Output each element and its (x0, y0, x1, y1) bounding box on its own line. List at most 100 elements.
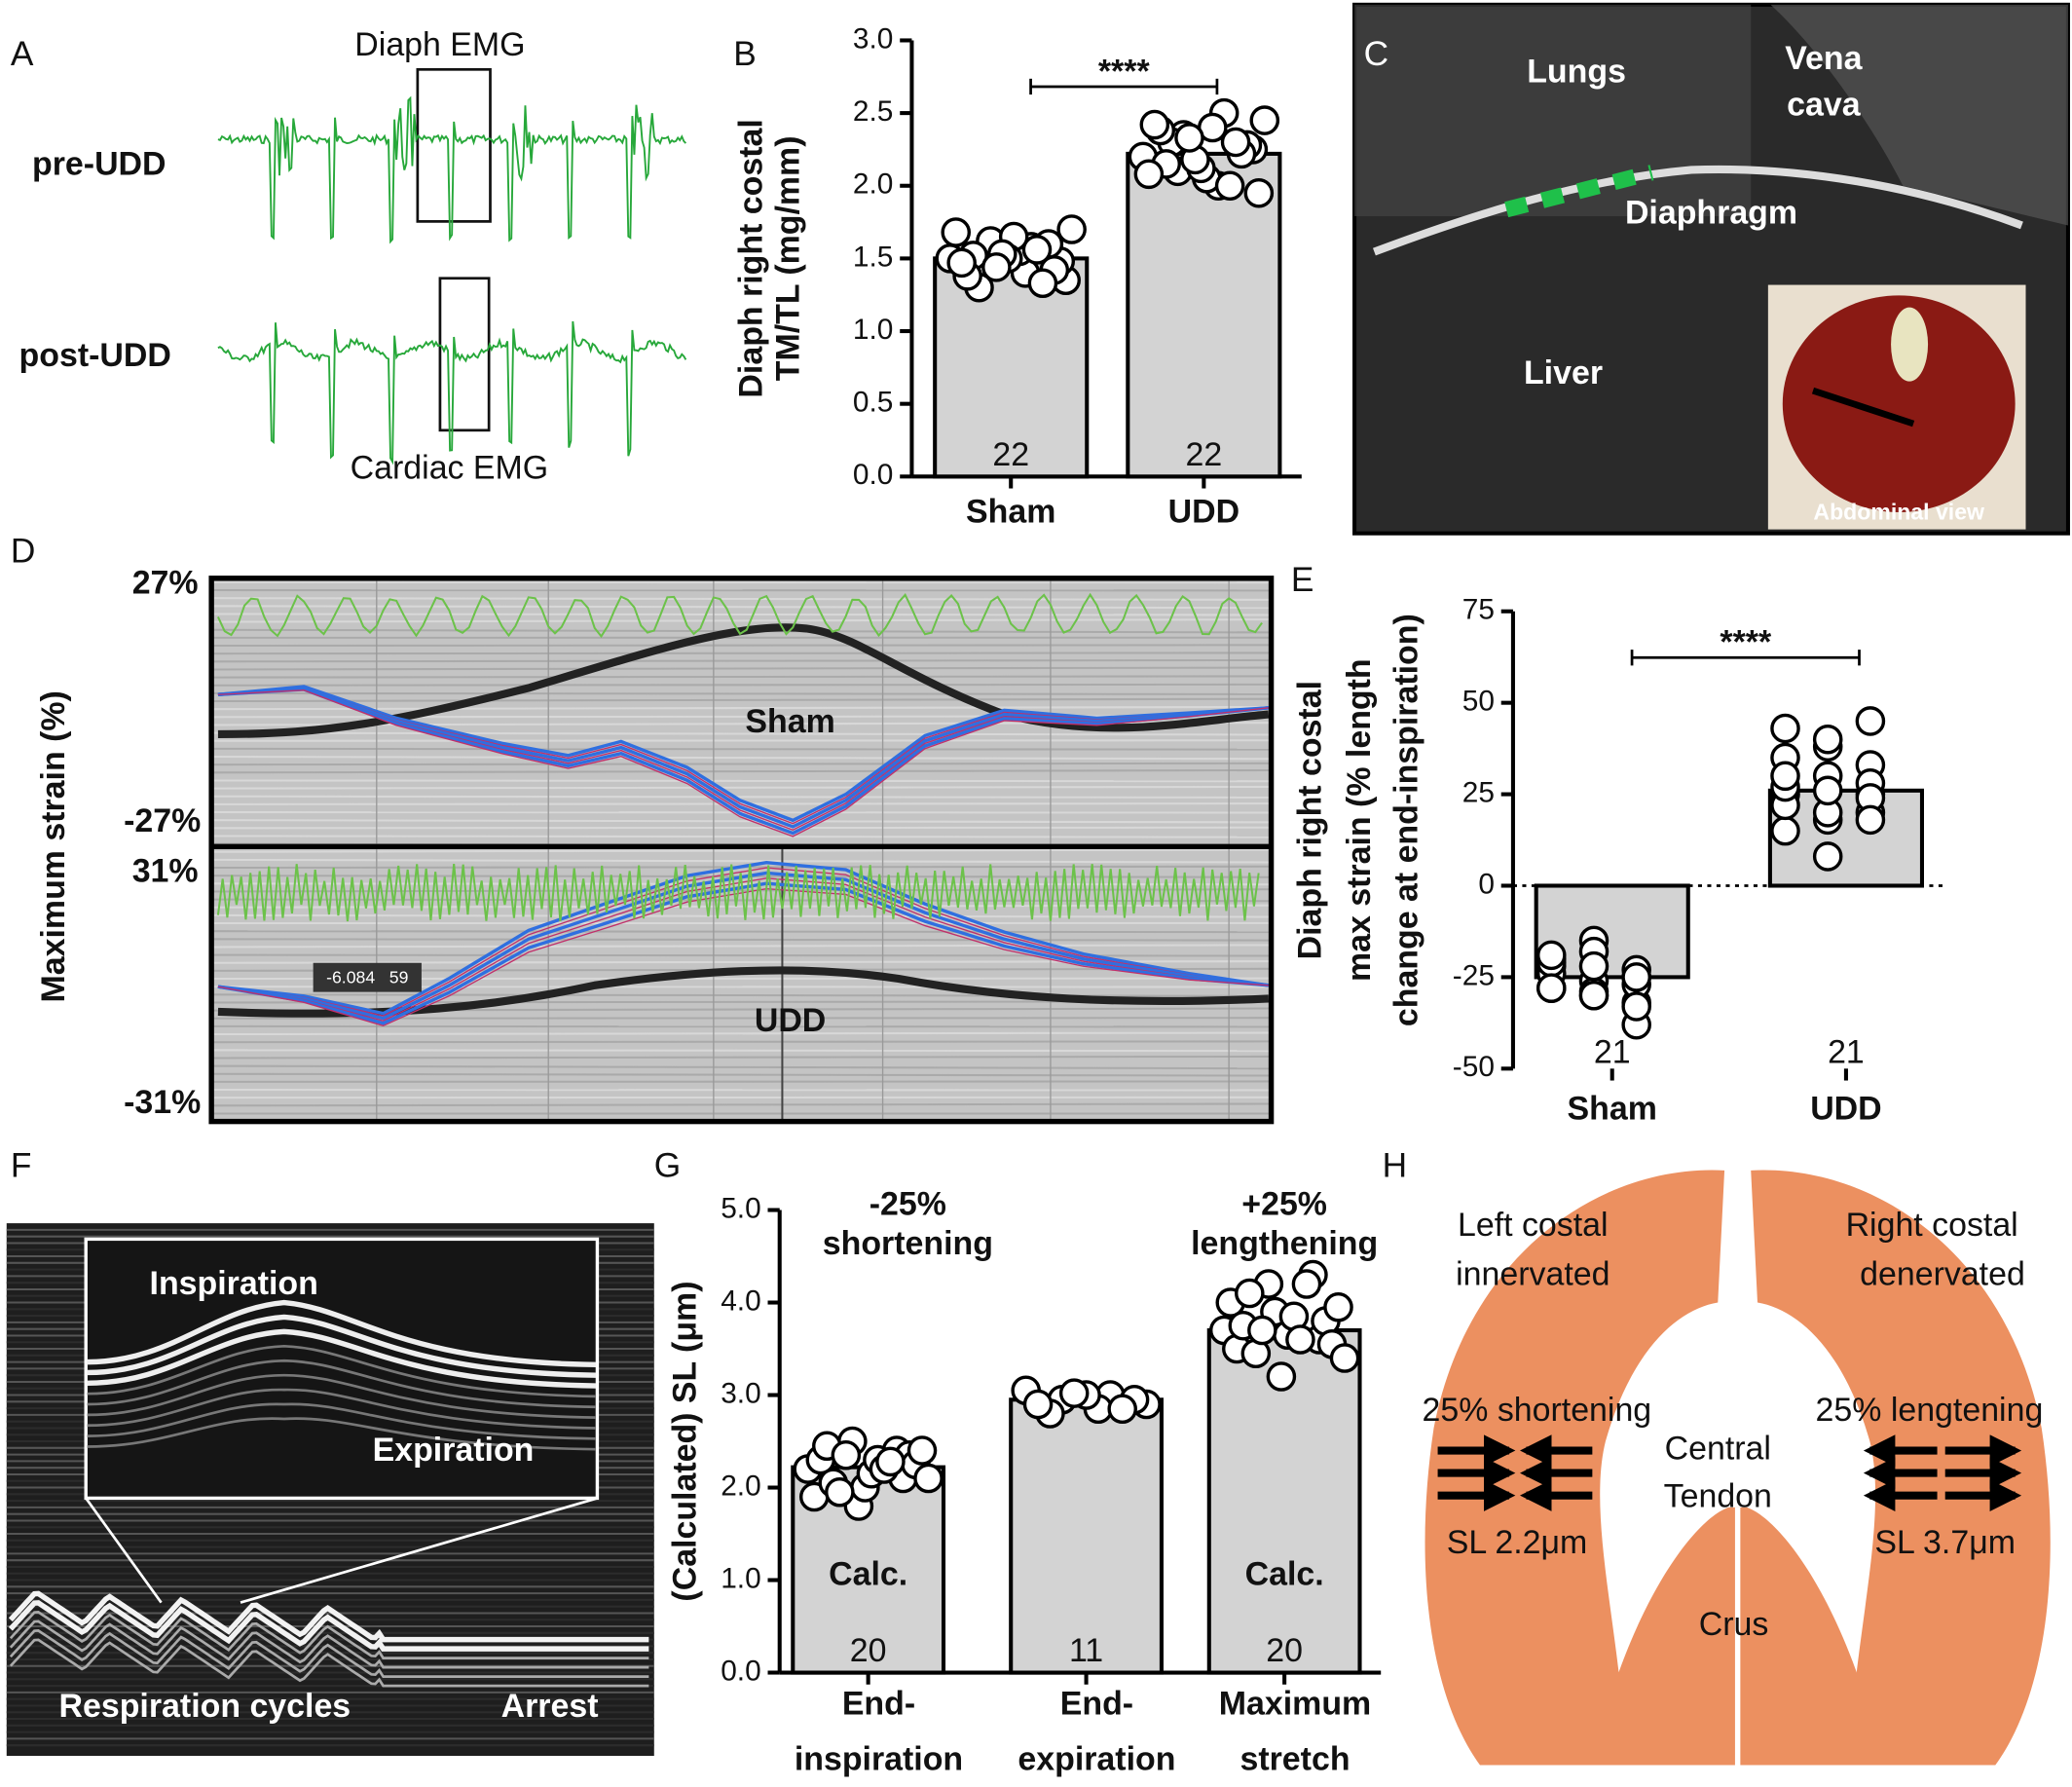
x-tick-label: UDD (1168, 493, 1240, 530)
y-tick-label: 75 (1462, 594, 1495, 626)
bar-label: Calc. (829, 1555, 907, 1592)
n-label: 20 (850, 1632, 887, 1669)
panel-letter: D (11, 532, 35, 570)
diaphragm-echo (1372, 165, 2023, 256)
x-tick-label: End- (842, 1685, 915, 1722)
panel-f: F Inspiration Expiration Respiration cycle… (6, 1146, 654, 1757)
image-label: Inspiration (150, 1265, 318, 1302)
data-point (1021, 235, 1053, 265)
echo-band (87, 1373, 597, 1419)
data-point (1133, 159, 1165, 190)
image-streak (211, 768, 1272, 774)
data-point (1107, 1394, 1137, 1425)
image-streak (211, 675, 1272, 679)
y-axis-label: change at end-inspiration) (1388, 614, 1425, 1026)
echo-band (87, 1388, 597, 1430)
inset-label: Abdominal view (1813, 499, 1984, 524)
image-streak (211, 1072, 1272, 1077)
image-streak (211, 795, 1272, 799)
n-label: 22 (992, 436, 1029, 473)
scale-label: 31% (132, 852, 199, 889)
zoom-line (240, 1497, 598, 1604)
significance: **** (1098, 53, 1151, 90)
annotation: lengthening (1191, 1225, 1378, 1262)
y-tick-label: 1.5 (853, 241, 894, 273)
data-point (1266, 1361, 1297, 1392)
data-point (1243, 177, 1275, 208)
image-streak (211, 705, 1272, 711)
x-tick-label: expiration (1018, 1740, 1175, 1777)
y-tick-label: 25 (1462, 776, 1495, 808)
region-label: Tendon (1664, 1477, 1772, 1514)
panel-letter: G (654, 1146, 681, 1184)
panel-c: Lungs Vena cava Diaphragm Liver Abdomina… (1352, 2, 2070, 536)
echo-band (9, 1610, 649, 1659)
echo-band (87, 1417, 597, 1451)
significance: **** (1720, 624, 1772, 661)
y-tick-label: 5.0 (721, 1192, 760, 1224)
echo-band (9, 1638, 649, 1688)
y-axis-label: Diaph right costal (1292, 681, 1329, 959)
data-point (1578, 980, 1610, 1011)
echo-band (9, 1628, 649, 1678)
y-tick-label: 2.0 (853, 168, 894, 201)
echo-band (87, 1402, 597, 1440)
image-streak (211, 605, 1272, 610)
vena-cava-region (1770, 4, 2068, 226)
data-point (1027, 268, 1058, 299)
data-point (913, 1463, 944, 1494)
data-point (1812, 841, 1843, 872)
y-tick-label: -50 (1453, 1051, 1495, 1083)
y-tick-label: -25 (1453, 959, 1495, 991)
data-point (1578, 950, 1610, 982)
tissue-echo (217, 623, 1270, 739)
image-label: Expiration (373, 1432, 535, 1469)
zoom-line (85, 1497, 163, 1604)
highlight-box (438, 277, 491, 432)
image-streak (211, 1049, 1272, 1053)
region-label: Central (1665, 1430, 1771, 1467)
scale-label: -27% (124, 802, 201, 839)
strain-track (217, 877, 1269, 1022)
data-point (1812, 724, 1843, 755)
image-streak (211, 826, 1272, 830)
image-streak (211, 953, 1272, 957)
panel-letter: H (1383, 1146, 1407, 1184)
image-streak (211, 904, 1272, 909)
inset-organ (1782, 295, 2016, 512)
y-axis-label: TM/TL (mg/mm) (770, 136, 807, 382)
n-label: 21 (1828, 1033, 1865, 1070)
y-axis-label: max strain (% length (1341, 658, 1378, 982)
data-point (946, 247, 977, 279)
breath-trace (217, 592, 1263, 639)
panel-letter: B (733, 35, 757, 73)
data-point (1770, 761, 1800, 792)
region-label: innervated (1456, 1255, 1610, 1292)
echo-band (8, 1600, 649, 1652)
data-point (831, 1440, 862, 1471)
y-tick-label: 1.0 (853, 314, 894, 346)
bar (1009, 1397, 1164, 1675)
strain-track (217, 871, 1270, 1021)
image-streak (211, 658, 1272, 663)
anatomy-label: cava (1787, 86, 1862, 123)
y-tick-label: 50 (1462, 686, 1495, 718)
strain-track (217, 685, 1269, 823)
echo-band (87, 1314, 597, 1378)
n-label: 11 (1069, 1632, 1103, 1669)
tissue-echo (217, 966, 1270, 1018)
data-point (1621, 962, 1651, 992)
strain-track (217, 887, 1269, 1027)
panel-letter: C (1364, 35, 1388, 73)
bar-label: Calc. (1245, 1555, 1324, 1592)
strain-label: 25% lengtening (1816, 1392, 2044, 1429)
image-frame (208, 576, 1275, 1125)
diaphragm-marker (1504, 165, 1654, 218)
data-point (981, 252, 1012, 282)
panel-letter: F (11, 1146, 32, 1184)
inset-line (1811, 387, 1915, 428)
data-point (1855, 804, 1886, 836)
arrows (1437, 1434, 2022, 1511)
image-streak (211, 691, 1272, 695)
annotation: -25% (870, 1185, 946, 1222)
